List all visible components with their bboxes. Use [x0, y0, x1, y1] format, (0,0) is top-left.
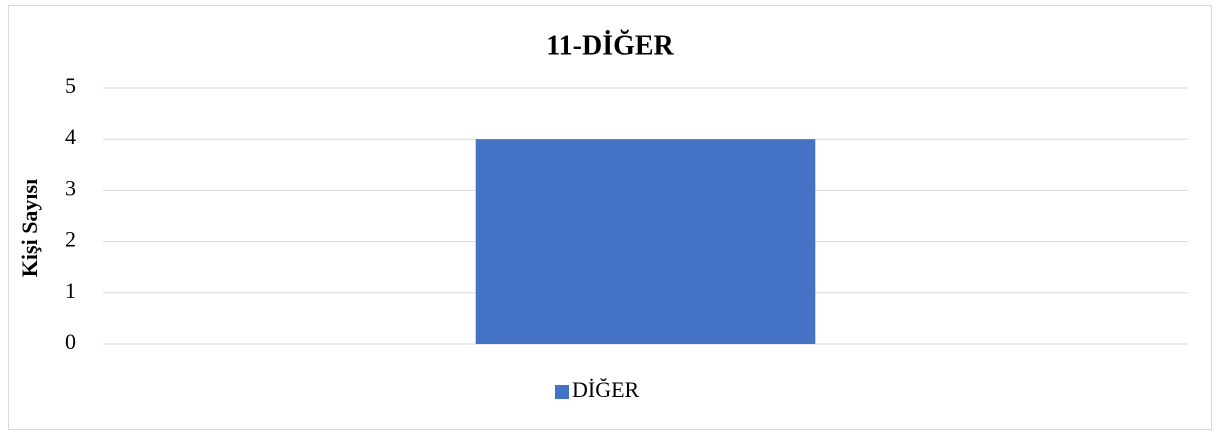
y-tick-label: 4 — [65, 124, 76, 149]
legend-swatch — [555, 385, 569, 399]
legend-label: DİĞER — [572, 377, 640, 402]
y-tick-label: 0 — [65, 329, 76, 354]
y-tick-label: 5 — [65, 73, 76, 98]
y-tick-label: 2 — [65, 227, 76, 252]
y-tick-label: 3 — [65, 175, 76, 200]
chart-title: 11-DİĞER — [546, 30, 674, 61]
bar — [475, 139, 816, 344]
y-tick-label: 1 — [65, 278, 76, 303]
y-axis-label: Kişi Sayısı — [17, 179, 42, 277]
